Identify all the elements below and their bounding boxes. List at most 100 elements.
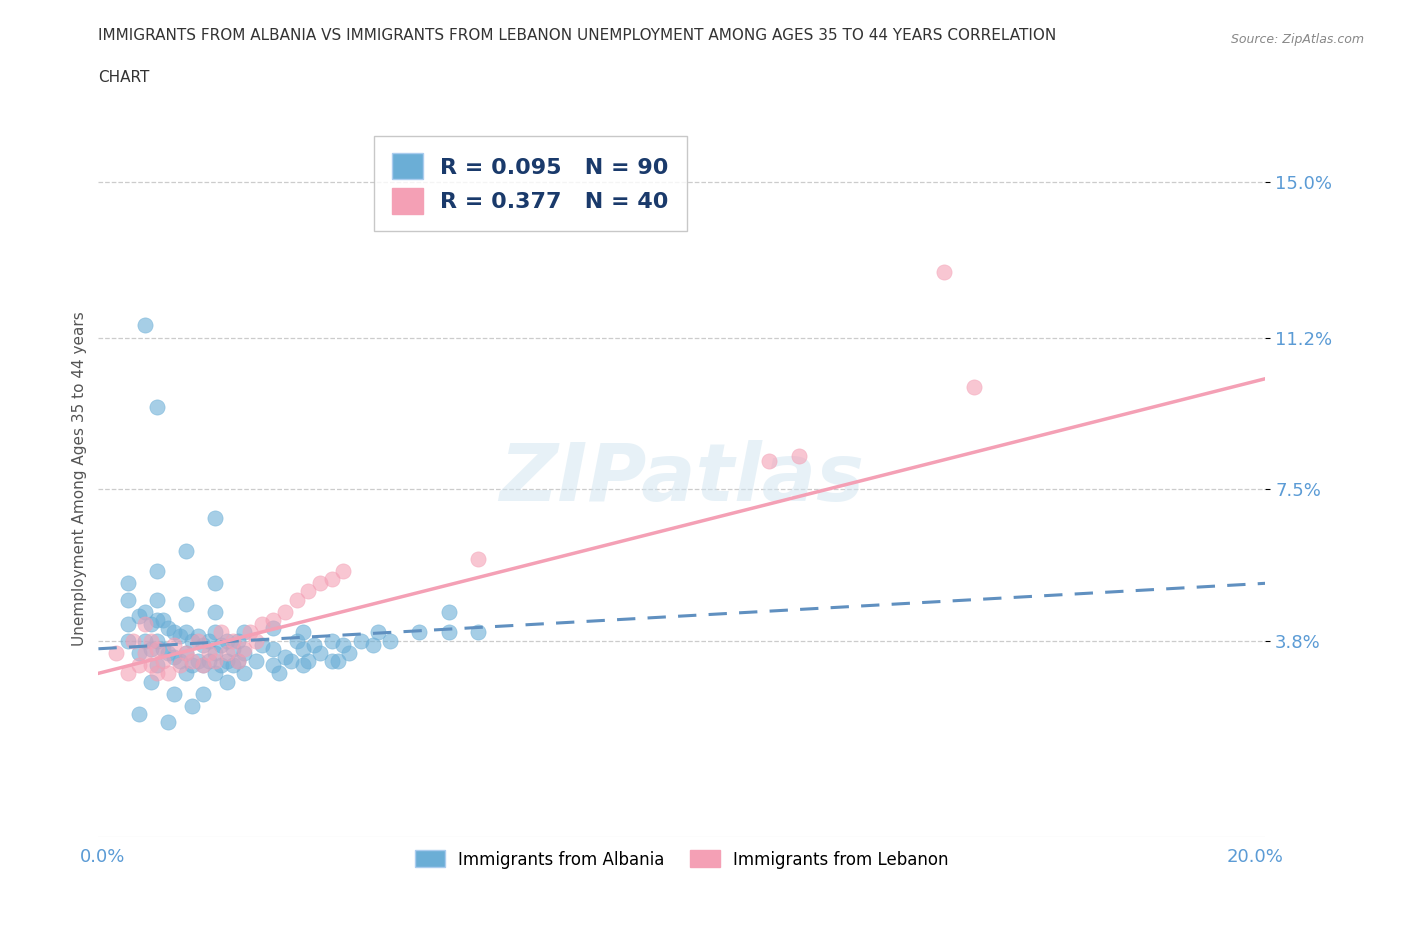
Point — [157, 621, 180, 636]
Point — [228, 654, 250, 669]
Point — [209, 637, 232, 652]
Point — [204, 666, 226, 681]
Point — [215, 674, 238, 689]
Y-axis label: Unemployment Among Ages 35 to 44 years: Unemployment Among Ages 35 to 44 years — [72, 312, 87, 646]
Point — [134, 645, 156, 660]
Point — [204, 654, 226, 669]
Point — [297, 654, 319, 669]
Point — [209, 658, 232, 672]
Point — [215, 654, 238, 669]
Point — [117, 576, 139, 591]
Point — [380, 633, 402, 648]
Point — [758, 453, 780, 468]
Point — [122, 633, 145, 648]
Point — [187, 654, 209, 669]
Point — [934, 265, 956, 280]
Text: IMMIGRANTS FROM ALBANIA VS IMMIGRANTS FROM LEBANON UNEMPLOYMENT AMONG AGES 35 TO: IMMIGRANTS FROM ALBANIA VS IMMIGRANTS FR… — [98, 28, 1057, 43]
Point — [174, 625, 197, 640]
Point — [169, 654, 191, 669]
Point — [174, 666, 197, 681]
Point — [157, 645, 180, 660]
Point — [215, 645, 238, 660]
Point — [204, 511, 226, 525]
Point — [187, 629, 209, 644]
Point — [204, 604, 226, 619]
Point — [193, 686, 215, 701]
Point — [117, 592, 139, 607]
Point — [139, 658, 162, 672]
Point — [152, 642, 174, 657]
Point — [198, 633, 221, 648]
Point — [204, 576, 226, 591]
Point — [174, 543, 197, 558]
Point — [163, 625, 186, 640]
Point — [104, 645, 127, 660]
Point — [174, 645, 197, 660]
Point — [274, 649, 297, 664]
Text: CHART: CHART — [98, 70, 150, 85]
Point — [221, 642, 243, 657]
Point — [163, 686, 186, 701]
Point — [193, 637, 215, 652]
Point — [233, 625, 256, 640]
Point — [437, 625, 460, 640]
Point — [139, 674, 162, 689]
Point — [304, 637, 326, 652]
Point — [163, 649, 186, 664]
Point — [262, 613, 284, 628]
Point — [250, 617, 273, 631]
Point — [367, 625, 389, 640]
Point — [152, 613, 174, 628]
Point — [221, 633, 243, 648]
Point — [139, 633, 162, 648]
Point — [962, 379, 984, 394]
Point — [152, 654, 174, 669]
Point — [134, 617, 156, 631]
Point — [163, 637, 186, 652]
Point — [787, 449, 810, 464]
Point — [309, 576, 332, 591]
Point — [467, 625, 489, 640]
Point — [146, 658, 169, 672]
Point — [193, 658, 215, 672]
Point — [215, 633, 238, 648]
Text: ZIPatlas: ZIPatlas — [499, 440, 865, 518]
Point — [180, 633, 202, 648]
Point — [157, 666, 180, 681]
Point — [291, 625, 314, 640]
Point — [134, 318, 156, 333]
Legend: Immigrants from Albania, Immigrants from Lebanon: Immigrants from Albania, Immigrants from… — [409, 844, 955, 875]
Point — [228, 633, 250, 648]
Point — [169, 629, 191, 644]
Point — [233, 666, 256, 681]
Text: 20.0%: 20.0% — [1227, 848, 1284, 866]
Point — [245, 633, 267, 648]
Point — [204, 645, 226, 660]
Point — [250, 637, 273, 652]
Point — [146, 633, 169, 648]
Point — [262, 658, 284, 672]
Point — [332, 564, 354, 578]
Point — [198, 654, 221, 669]
Point — [187, 633, 209, 648]
Point — [245, 654, 267, 669]
Point — [146, 564, 169, 578]
Point — [117, 633, 139, 648]
Point — [180, 654, 202, 669]
Point — [146, 613, 169, 628]
Point — [128, 658, 150, 672]
Point — [134, 604, 156, 619]
Point — [280, 654, 302, 669]
Point — [198, 645, 221, 660]
Point — [174, 596, 197, 611]
Point — [309, 645, 332, 660]
Text: Source: ZipAtlas.com: Source: ZipAtlas.com — [1230, 33, 1364, 46]
Point — [128, 707, 150, 722]
Point — [332, 637, 354, 652]
Point — [128, 608, 150, 623]
Point — [193, 658, 215, 672]
Point — [297, 584, 319, 599]
Point — [337, 645, 360, 660]
Point — [146, 666, 169, 681]
Point — [321, 654, 343, 669]
